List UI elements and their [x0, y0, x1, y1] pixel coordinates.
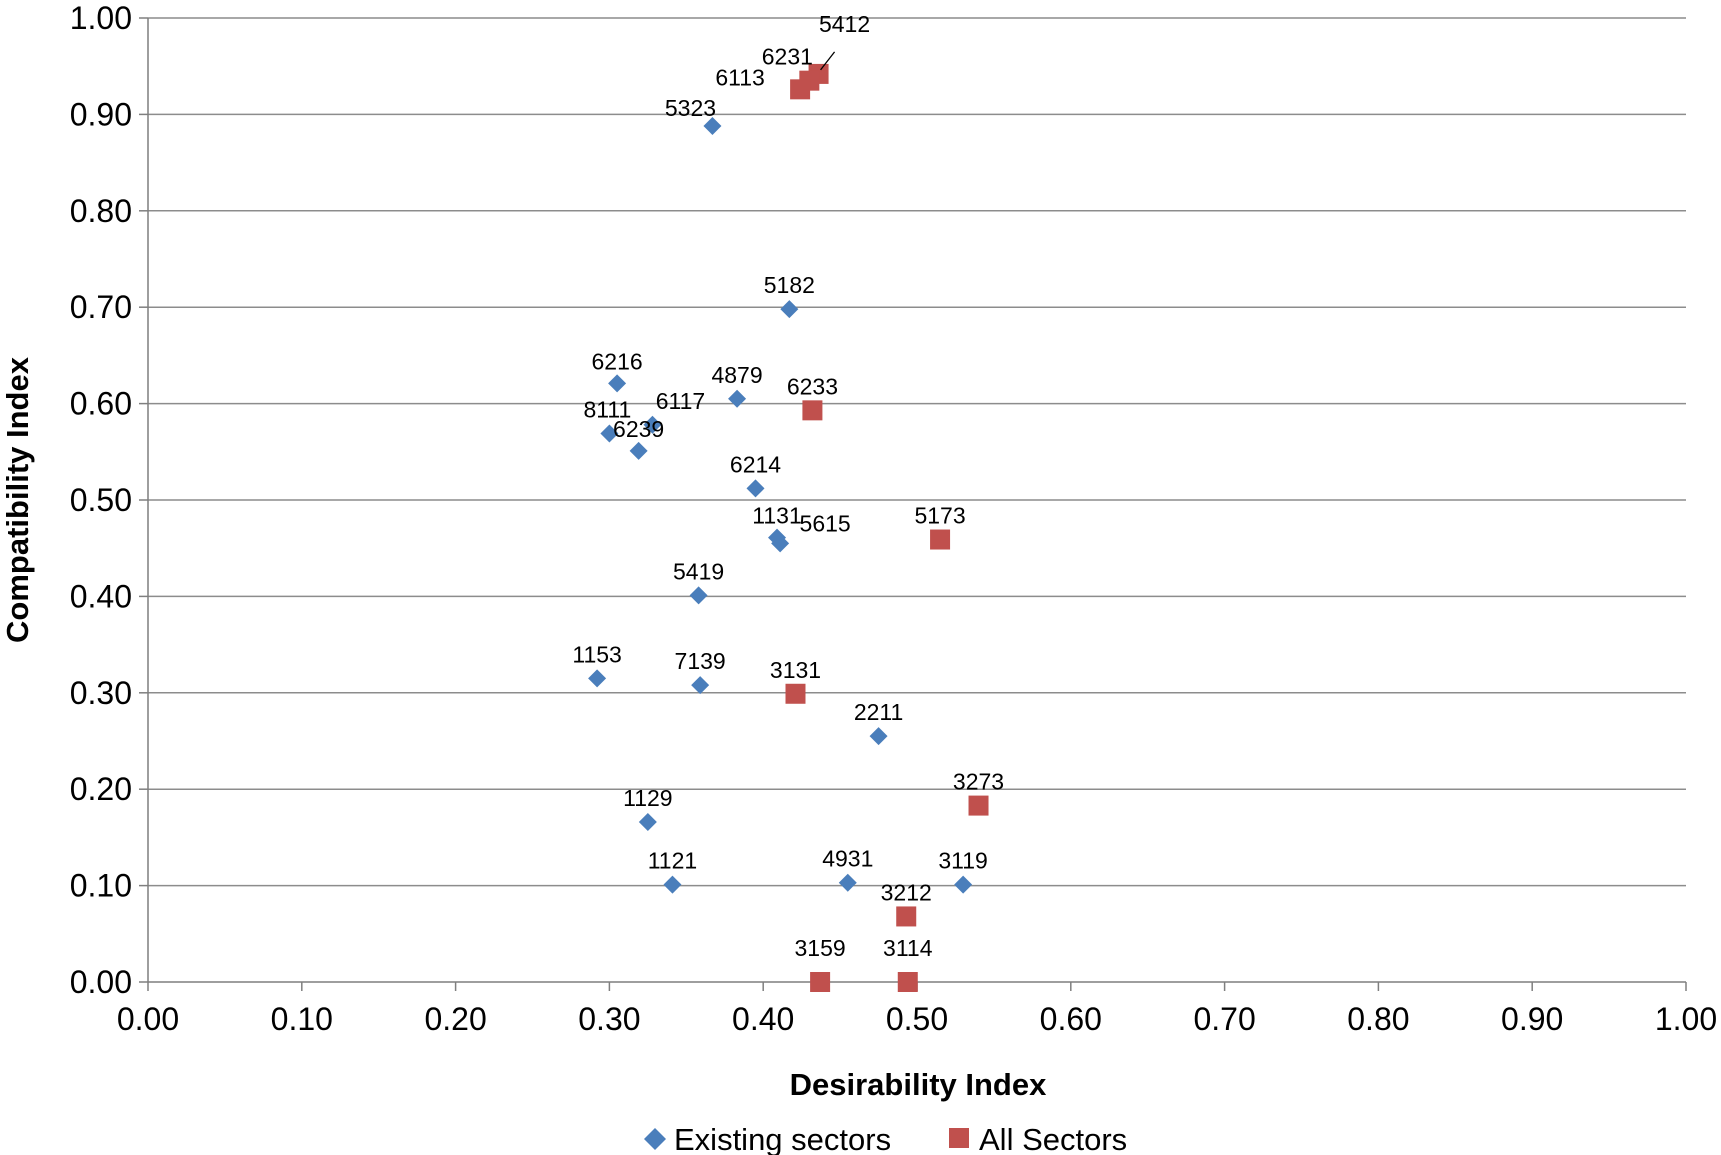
legend-square-icon — [949, 1128, 969, 1148]
data-point-diamond — [600, 424, 619, 443]
data-point-diamond — [691, 676, 710, 695]
data-label: 5419 — [673, 558, 724, 584]
data-label: 6216 — [592, 348, 643, 374]
legend-label-all-sectors: All Sectors — [979, 1122, 1127, 1155]
data-label: 5412 — [819, 11, 870, 37]
data-point-square — [802, 400, 823, 421]
x-tick-label: 0.00 — [117, 1001, 179, 1037]
y-tick-label: 0.70 — [70, 289, 132, 325]
data-label: 3212 — [881, 879, 932, 905]
data-label: 4931 — [822, 846, 873, 872]
label-leader-line — [820, 51, 836, 71]
data-label: 4879 — [711, 362, 762, 388]
data-point-diamond — [728, 389, 747, 408]
y-axis-ticks: 0.00 0.10 0.20 0.30 0.40 0.50 0.60 0.70 0.80 0.90… — [70, 0, 148, 1000]
data-point-diamond — [746, 479, 765, 498]
y-tick-label: 0.00 — [70, 964, 132, 1000]
gridlines — [148, 17, 1686, 887]
data-label: 6231 — [762, 44, 813, 70]
data-label: 1131 — [752, 503, 801, 529]
x-tick-label: 0.40 — [732, 1001, 794, 1037]
y-tick-label: 0.30 — [70, 675, 132, 711]
x-axis-title: Desirability Index — [790, 1067, 1047, 1102]
x-tick-label: 0.80 — [1347, 1001, 1409, 1037]
y-tick-label: 0.60 — [70, 386, 132, 422]
data-label: 3114 — [883, 935, 933, 961]
data-label: 6239 — [613, 416, 664, 442]
data-label: 5323 — [665, 95, 716, 121]
data-point-square — [930, 529, 951, 550]
data-label: 5173 — [914, 503, 965, 529]
x-tick-label: 0.70 — [1193, 1001, 1255, 1037]
legend-diamond-icon — [644, 1128, 666, 1150]
y-axis-title: Compatibility Index — [0, 356, 35, 643]
x-tick-label: 0.30 — [578, 1001, 640, 1037]
data-point-diamond — [689, 586, 708, 605]
legend: Existing sectors All Sectors — [644, 1122, 1127, 1155]
legend-label-existing-sectors: Existing sectors — [674, 1122, 891, 1155]
data-point-diamond — [643, 415, 662, 434]
data-point-diamond — [629, 441, 648, 460]
x-tick-label: 0.10 — [271, 1001, 333, 1037]
data-points — [588, 63, 989, 992]
data-point-diamond — [663, 875, 682, 894]
data-label: 5182 — [764, 272, 815, 298]
y-tick-label: 0.80 — [70, 193, 132, 229]
x-tick-label: 0.20 — [424, 1001, 486, 1037]
data-point-diamond — [588, 669, 607, 688]
data-label: 2211 — [854, 699, 903, 725]
x-tick-label: 0.60 — [1040, 1001, 1102, 1037]
data-label: 1153 — [572, 641, 621, 667]
data-point-square — [785, 683, 806, 704]
data-label: 3131 — [770, 657, 821, 683]
y-tick-label: 1.00 — [70, 0, 132, 36]
data-label: 3159 — [795, 935, 846, 961]
x-tick-label: 0.50 — [886, 1001, 948, 1037]
data-label: 6113 — [715, 64, 764, 90]
x-axis-ticks: 0.00 0.10 0.20 0.30 0.40 0.50 0.60 0.70 0.80 0.90… — [117, 982, 1717, 1037]
y-tick-label: 0.10 — [70, 868, 132, 904]
y-tick-label: 0.40 — [70, 578, 132, 614]
data-label: 6214 — [730, 451, 781, 477]
y-tick-label: 0.50 — [70, 482, 132, 518]
data-point-square — [897, 972, 918, 992]
data-point-square — [896, 906, 917, 927]
data-point-square — [810, 972, 831, 992]
data-label: 3273 — [953, 769, 1004, 795]
data-point-diamond — [869, 727, 888, 746]
data-label: 8111 — [584, 396, 632, 422]
data-label: 1121 — [648, 848, 697, 874]
data-label: 3119 — [938, 848, 987, 874]
data-point-diamond — [771, 534, 790, 553]
data-point-diamond — [838, 873, 857, 892]
data-point-diamond — [954, 875, 973, 894]
data-point-diamond — [638, 812, 657, 831]
x-tick-label: 1.00 — [1655, 1001, 1717, 1037]
data-label: 6233 — [787, 373, 838, 399]
data-point-diamond — [608, 374, 627, 393]
data-label: 1129 — [623, 785, 672, 811]
data-point-diamond — [780, 300, 799, 319]
data-label: 6117 — [656, 388, 705, 414]
data-point-square — [790, 79, 811, 100]
data-point-diamond — [703, 116, 722, 135]
y-tick-label: 0.90 — [70, 96, 132, 132]
data-label: 5615 — [800, 510, 851, 536]
x-tick-label: 0.90 — [1501, 1001, 1563, 1037]
data-point-square — [968, 795, 989, 816]
y-tick-label: 0.20 — [70, 771, 132, 807]
data-label: 7139 — [675, 648, 726, 674]
